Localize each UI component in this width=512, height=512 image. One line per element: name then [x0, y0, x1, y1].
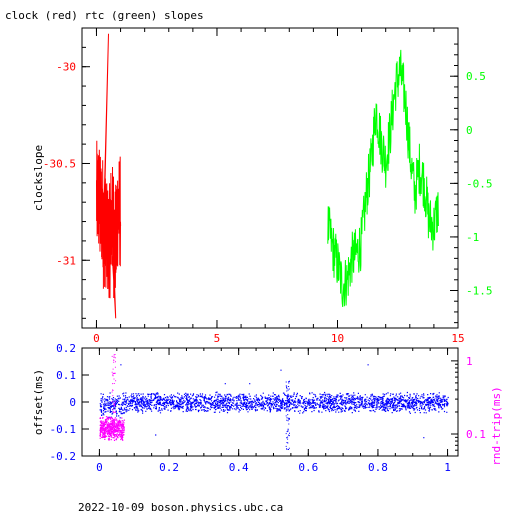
- slope-x-tick-label: 15: [451, 332, 464, 345]
- rndtrip-y-label: rnd-trip(ms): [490, 386, 503, 465]
- slope-y-label: clockslope: [32, 145, 45, 211]
- offset-x-tick-label: 0.2: [159, 461, 179, 474]
- offset-x-tick-label: 0.4: [229, 461, 249, 474]
- offset-left-axis: 0.2 0.1 0 -0.1 -0.2: [50, 342, 89, 463]
- offset-left-tick-label: 0.2: [56, 342, 76, 355]
- offset-left-tick-label: -0.1: [50, 423, 77, 436]
- slope-right-tick-label: -1.5: [466, 285, 493, 298]
- offset-x-tick-label: 1: [444, 461, 451, 474]
- slope-x-tick-label: 10: [331, 332, 344, 345]
- slope-plot-frame: [81, 27, 459, 329]
- slope-panel: 0 5 10 15 -30 -30.5 -31 0.5 0 -0.5 -1 -1.5 clocks…: [32, 27, 493, 345]
- slope-series-group: [96, 33, 439, 319]
- blue-offset-scatter: [99, 364, 449, 450]
- slope-right-tick-label: 0.5: [466, 70, 486, 83]
- rndtrip-right-tick-label: 0.1: [466, 428, 486, 441]
- green-rtc-slope-series: [327, 49, 439, 308]
- slope-x-axis: 0 5 10 15: [93, 28, 465, 345]
- slope-right-axis: 0.5 0 -0.5 -1 -1.5: [450, 43, 493, 324]
- slope-right-tick-label: -0.5: [466, 177, 493, 190]
- slope-left-tick-label: -30.5: [43, 157, 76, 170]
- offset-x-tick-label: 0.6: [298, 461, 318, 474]
- slope-left-axis: -30 -30.5 -31: [43, 46, 90, 319]
- offset-left-tick-label: 0: [69, 396, 76, 409]
- offset-x-tick-label: 0.8: [368, 461, 388, 474]
- offset-x-axis: 0 0.2 0.4 0.6 0.8 1: [96, 348, 451, 474]
- slope-right-tick-label: -1: [466, 231, 479, 244]
- offset-left-tick-label: 0.1: [56, 369, 76, 382]
- slope-x-tick-label: 5: [214, 332, 221, 345]
- offset-series-group: [99, 354, 449, 450]
- chart-title: clock (red) rtc (green) slopes: [5, 9, 204, 22]
- offset-panel: 0 0.2 0.4 0.6 0.8 1 0.20.10-0.1-0.2 10.1 offs…: [32, 342, 503, 474]
- offset-left-tick-label: -0.2: [50, 450, 77, 463]
- offset-x-tick-label: 0: [96, 461, 103, 474]
- rndtrip-right-axis: 10.1: [451, 355, 486, 451]
- magenta-rndtrip-scatter: [99, 354, 125, 441]
- offset-y-label: offset(ms): [32, 369, 45, 435]
- slope-left-tick-label: -31: [56, 254, 76, 267]
- rndtrip-right-tick-label: 1: [466, 355, 473, 368]
- slope-left-tick-label: -30: [56, 61, 76, 74]
- red-clock-slope-series: [96, 33, 122, 319]
- footer-host-date: 2022-10-09 boson.physics.ubc.ca: [78, 501, 283, 512]
- slope-x-tick-label: 0: [93, 332, 100, 345]
- slope-right-tick-label: 0: [466, 124, 473, 137]
